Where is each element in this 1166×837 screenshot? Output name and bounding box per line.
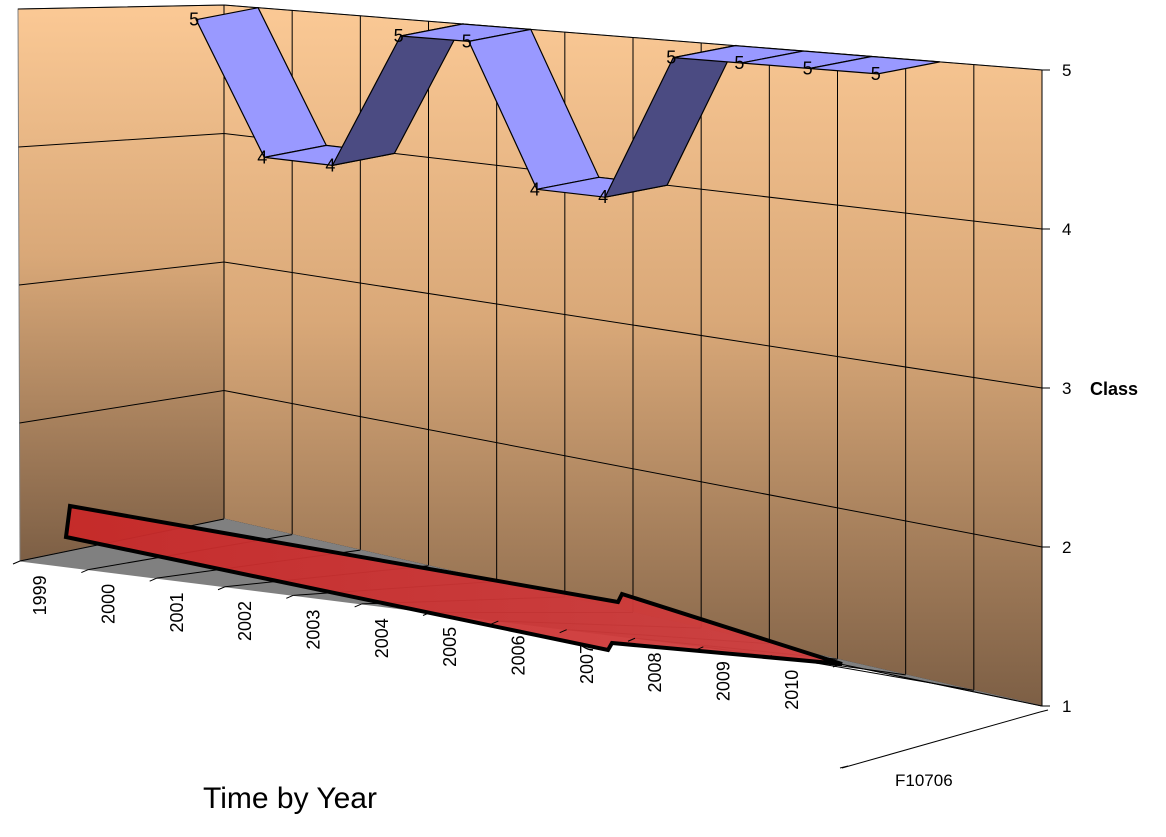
data-label: 4 [530, 179, 540, 199]
data-label: 5 [189, 10, 199, 30]
x-tick-mark [559, 629, 567, 634]
data-label: 5 [394, 26, 404, 46]
x-tick-label: 2002 [235, 601, 255, 641]
y-tick-label: 4 [1062, 220, 1071, 239]
x-tick-mark [422, 612, 431, 616]
x-tick-mark [627, 637, 636, 642]
x-tick-label: 2008 [645, 653, 665, 693]
x-tick-mark [696, 646, 704, 651]
depth-tick-mark [839, 765, 849, 769]
x-tick-mark [491, 620, 499, 625]
data-label: 4 [325, 155, 335, 175]
y-tick-label: 1 [1062, 697, 1071, 716]
x-tick-label: 1999 [30, 575, 50, 615]
x-tick-label: 2006 [509, 635, 529, 675]
data-label: 5 [871, 64, 881, 84]
y-tick-label: 2 [1062, 538, 1071, 557]
y-axis-title: Class [1090, 379, 1138, 399]
depth-tick-mark [1039, 709, 1049, 713]
depth-axis-label: F10706 [895, 771, 953, 790]
x-tick-mark [81, 569, 89, 574]
x-tick-label: 2010 [782, 670, 802, 710]
x-tick-label: 2009 [714, 661, 734, 701]
x-tick-mark [149, 577, 157, 582]
floor-divider [839, 663, 1043, 707]
x-tick-label: 2001 [167, 593, 187, 633]
data-label: 4 [598, 187, 608, 207]
x-axis-title: Time by Year [203, 782, 377, 815]
trend-arrow [63, 503, 843, 666]
depth-axis-line [841, 711, 1041, 769]
x-tick-mark [764, 654, 772, 659]
data-label: 5 [666, 48, 676, 68]
data-label: 4 [257, 147, 267, 167]
x-tick-mark [354, 603, 362, 608]
y-tick-label: 5 [1062, 61, 1071, 80]
x-tick-label: 2004 [372, 618, 392, 658]
data-label: 5 [734, 53, 744, 73]
ribbon-segment [809, 55, 940, 75]
left-wall [17, 4, 225, 562]
x-tick-mark [12, 560, 21, 565]
x-tick-label: 2003 [304, 610, 324, 650]
x-tick-mark [832, 663, 841, 668]
x-tick-mark [286, 594, 294, 599]
x-tick-mark [217, 586, 226, 591]
y-tick-label: 3 [1062, 379, 1071, 398]
x-tick-label: 2007 [577, 644, 597, 684]
x-tick-label: 2000 [99, 584, 119, 624]
data-label: 5 [462, 31, 472, 51]
data-label: 5 [803, 58, 813, 78]
x-tick-label: 2005 [440, 627, 460, 667]
